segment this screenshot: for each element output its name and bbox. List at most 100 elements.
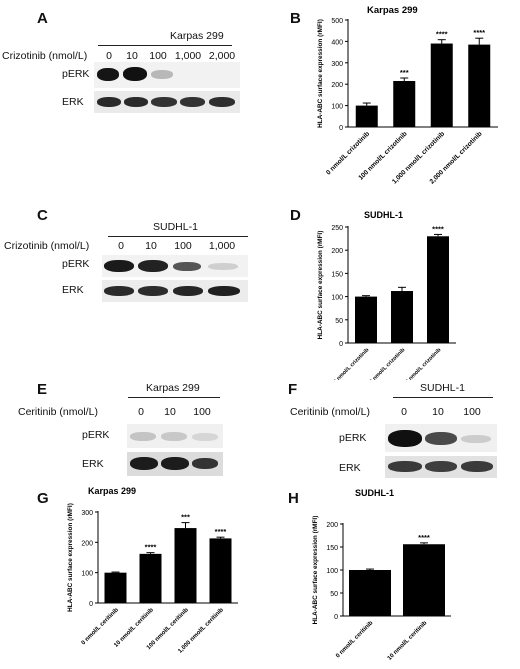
x-category-label: 10 nmol/L ceritinib <box>113 607 155 649</box>
row-label-perk: pERK <box>62 68 90 80</box>
bar <box>403 544 445 616</box>
y-tick-label: 50 <box>330 591 338 598</box>
band <box>192 433 218 441</box>
y-tick-label: 100 <box>331 104 343 111</box>
panel-letter-d: D <box>290 207 301 224</box>
cell-line-label: SUDHL-1 <box>420 382 465 394</box>
bar <box>104 572 127 603</box>
panel-letter-h: H <box>288 490 299 507</box>
band <box>461 461 493 472</box>
band <box>151 70 173 79</box>
y-tick-label: 200 <box>331 248 343 255</box>
row-label-erk: ERK <box>62 96 84 108</box>
significance-marker: **** <box>432 224 444 233</box>
significance-marker: *** <box>400 68 409 77</box>
bar <box>355 296 377 343</box>
significance-marker: **** <box>473 28 485 37</box>
band <box>208 263 238 270</box>
band <box>104 286 134 296</box>
panel-letter-b: B <box>290 10 301 27</box>
chart-title: Karpas 299 <box>367 5 418 16</box>
significance-marker: *** <box>181 513 190 522</box>
perk-blot <box>102 255 248 277</box>
y-axis-label: HLA-ABC surface expression (rMFI) <box>317 19 324 128</box>
dose-label: 10 <box>432 406 444 418</box>
y-tick-label: 50 <box>335 318 343 325</box>
y-tick-label: 150 <box>331 271 343 278</box>
y-tick-label: 150 <box>326 545 338 552</box>
x-category-label: 0 nmol/L crizotinib <box>333 347 371 380</box>
dose-label: 0 <box>118 240 124 252</box>
bar <box>349 570 391 616</box>
y-tick-label: 0 <box>339 125 343 132</box>
significance-marker: **** <box>145 543 157 552</box>
drug-label: Crizotinib (nmol/L) <box>2 50 88 62</box>
band <box>425 461 457 472</box>
panel-letter-e: E <box>37 381 48 398</box>
row-label-erk: ERK <box>62 284 84 296</box>
row-label-perk: pERK <box>339 432 367 444</box>
band <box>461 435 491 443</box>
band <box>161 432 187 441</box>
cell-line-rule <box>98 45 232 46</box>
y-tick-label: 250 <box>331 225 343 232</box>
row-label-perk: pERK <box>82 429 110 441</box>
perk-blot <box>94 62 240 88</box>
band <box>173 286 203 296</box>
dose-label: 1,000 <box>208 240 236 252</box>
dose-label: 0 <box>401 406 407 418</box>
dose-label: 100 <box>193 406 211 418</box>
panel-letter-c: C <box>37 207 48 224</box>
bar <box>468 44 491 127</box>
significance-marker: **** <box>215 527 227 536</box>
band <box>173 262 201 271</box>
bar <box>355 105 378 127</box>
chart-d: SUDHL-1 0 50 100 150 200 250 HLA-ABC surface ex… <box>317 210 456 380</box>
y-tick-label: 200 <box>81 540 93 547</box>
band <box>388 461 422 472</box>
erk-blot <box>102 280 248 302</box>
band <box>124 97 148 107</box>
band <box>97 97 121 107</box>
x-category-label: 10 nmol/L crizotinib <box>366 347 406 380</box>
drug-label: Ceritinib (nmol/L) <box>18 406 98 418</box>
band <box>208 286 240 296</box>
drug-label: Crizotinib (nmol/L) <box>4 240 90 252</box>
row-label-perk: pERK <box>62 258 90 270</box>
band <box>151 97 177 107</box>
dose-label: 10 <box>126 50 138 62</box>
band <box>192 458 218 469</box>
dose-label: 0 <box>138 406 144 418</box>
band <box>161 457 189 470</box>
band <box>425 432 457 445</box>
x-category-label: 10 nmol/L ceritinib <box>387 620 429 662</box>
band <box>138 286 168 296</box>
y-tick-label: 300 <box>331 61 343 68</box>
chart-title: SUDHL-1 <box>364 210 403 220</box>
row-label-erk: ERK <box>82 458 104 470</box>
y-tick-label: 0 <box>89 601 93 608</box>
perk-blot <box>127 424 223 448</box>
y-tick-label: 200 <box>331 82 343 89</box>
dose-label: 0 <box>106 50 112 62</box>
dose-label: 10 <box>145 240 157 252</box>
erk-blot <box>385 456 497 478</box>
row-label-erk: ERK <box>339 462 361 474</box>
bar <box>391 291 413 343</box>
x-category-label: 0 nmol/L ceritinib <box>335 620 375 660</box>
band <box>123 67 147 81</box>
band <box>97 68 119 81</box>
dose-label: 10 <box>164 406 176 418</box>
band <box>104 260 134 272</box>
y-tick-label: 400 <box>331 39 343 46</box>
dose-label: 1,000 <box>174 50 202 62</box>
cell-line-label: Karpas 299 <box>170 30 224 42</box>
y-axis-label: HLA-ABC surface expression (rMFI) <box>67 503 74 612</box>
panel-letter-a: A <box>37 10 48 27</box>
dose-label: 100 <box>174 240 192 252</box>
y-tick-label: 0 <box>339 341 343 348</box>
band <box>209 97 235 107</box>
y-tick-label: 100 <box>81 571 93 578</box>
x-category-label: 0 nmol/L ceritinib <box>81 607 121 647</box>
panel-letter-g: G <box>37 490 49 507</box>
